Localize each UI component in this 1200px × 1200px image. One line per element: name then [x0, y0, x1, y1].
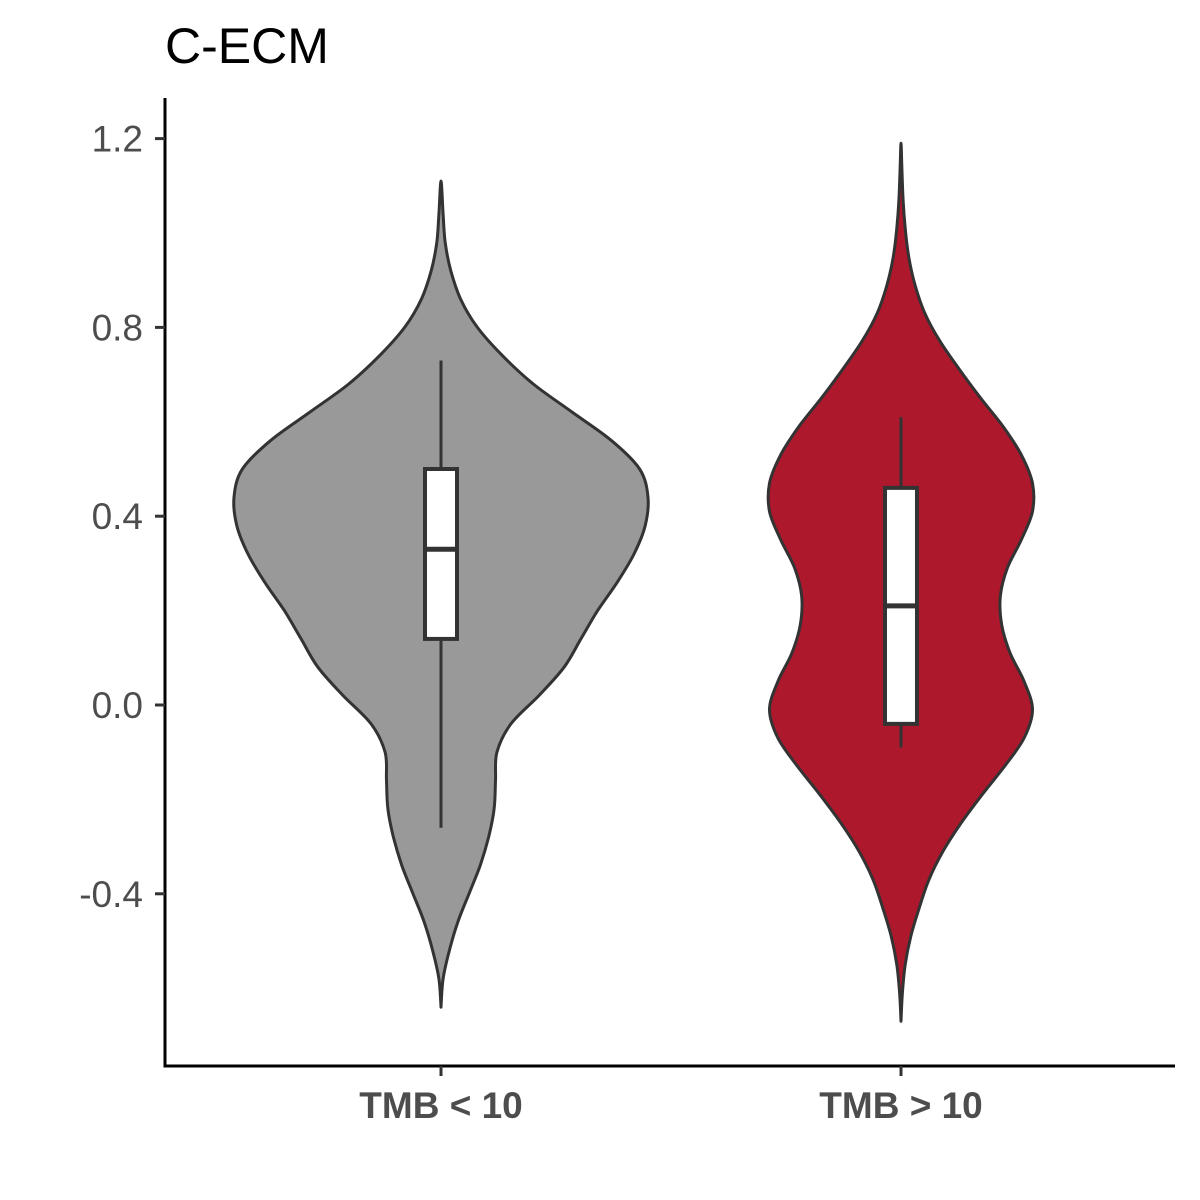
axes: -0.4 0.0 0.4 0.8 1.2 TMB < 10 TMB > 10 [79, 98, 1175, 1126]
y-tick-label: 0.0 [92, 685, 143, 726]
x-tick-label: TMB > 10 [819, 1085, 982, 1126]
chart-title: C-ECM [165, 18, 329, 74]
y-tick-label: 0.8 [92, 307, 143, 348]
x-tick-label: TMB < 10 [359, 1085, 522, 1126]
y-tick-label: 0.4 [92, 496, 143, 537]
plot-area [232, 141, 1036, 1023]
y-tick-label: 1.2 [92, 119, 143, 160]
violin-group-1 [232, 179, 650, 1009]
y-tick-label: -0.4 [79, 874, 143, 915]
box-iqr [423, 467, 459, 641]
violin-group-2 [766, 141, 1036, 1023]
